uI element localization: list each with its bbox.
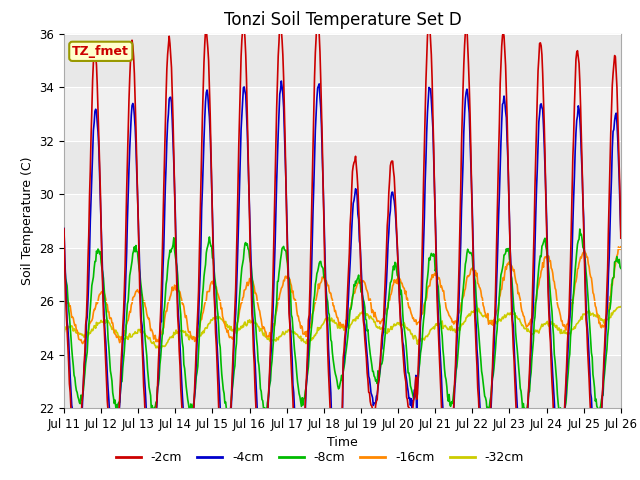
Bar <box>64 34 621 87</box>
Legend: -2cm, -4cm, -8cm, -16cm, -32cm: -2cm, -4cm, -8cm, -16cm, -32cm <box>111 446 529 469</box>
Bar <box>64 87 621 141</box>
Text: TZ_fmet: TZ_fmet <box>72 45 129 58</box>
X-axis label: Time: Time <box>327 436 358 449</box>
Bar <box>64 248 621 301</box>
Bar <box>64 194 621 248</box>
Y-axis label: Soil Temperature (C): Soil Temperature (C) <box>20 156 34 285</box>
Bar <box>64 141 621 194</box>
Bar <box>64 355 621 408</box>
Bar <box>64 301 621 355</box>
Title: Tonzi Soil Temperature Set D: Tonzi Soil Temperature Set D <box>223 11 461 29</box>
